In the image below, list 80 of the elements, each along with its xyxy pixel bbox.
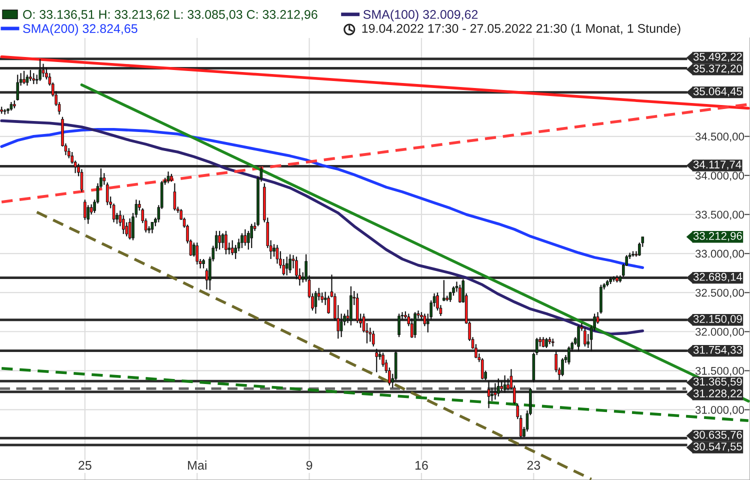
candlestick — [503, 374, 506, 394]
candlestick — [224, 230, 228, 255]
candlestick — [90, 204, 93, 216]
ref-line-label: 32.150,09 — [693, 315, 742, 324]
candlestick — [494, 382, 497, 400]
ref-line-label: 31.365,59 — [693, 378, 742, 387]
candlestick — [568, 346, 570, 365]
candlestick — [458, 284, 462, 304]
candlestick — [173, 182, 176, 212]
legend-label: O: 33.136,51 H: 33.213,62 L: 33.085,03 C: 33.212,96 — [23, 10, 318, 20]
candlestick — [340, 313, 343, 338]
candlestick — [230, 240, 234, 256]
y-tick-label: 34.000,00 — [695, 172, 744, 181]
candlestick — [240, 232, 244, 249]
candlestick — [327, 295, 330, 314]
x-tick-label: 25 — [78, 460, 92, 470]
y-tick-label: 32.500,00 — [695, 288, 744, 298]
y-tick-label: 34.500,00 — [695, 132, 744, 142]
candlestick — [272, 244, 276, 258]
candlestick — [202, 258, 205, 269]
ref-line-label: 35.492,22 — [693, 52, 742, 62]
y-tick-label: 31.000,00 — [695, 406, 744, 416]
candlestick — [490, 387, 494, 402]
candlestick — [285, 256, 288, 276]
candlestick — [276, 244, 279, 264]
candlestick — [128, 218, 132, 240]
candlestick — [288, 254, 292, 274]
candlestick — [221, 232, 224, 249]
candlestick — [84, 199, 86, 221]
ref-line-label: 31.754,33 — [693, 346, 742, 356]
candlestick — [26, 74, 29, 86]
candlestick — [500, 380, 504, 392]
ref-line-label: 31.228,22 — [693, 389, 742, 399]
candlestick — [545, 337, 548, 349]
candlestick — [487, 380, 490, 409]
candlestick — [38, 58, 42, 82]
y-tick-label: 33.000,00 — [695, 250, 744, 259]
candlestick — [320, 292, 324, 304]
ref-line-label: 30.635,76 — [693, 430, 742, 440]
x-tick-label: 23 — [527, 460, 540, 470]
y-tick-label: 31.500,00 — [695, 366, 744, 376]
text: 33.212,96 — [693, 232, 742, 242]
ref-line-label: 35.372,20 — [693, 64, 742, 74]
x-tick-label: 16 — [415, 460, 428, 470]
y-tick-label: 32.000,00 — [695, 328, 744, 338]
ref-line-label: 35.064,45 — [693, 87, 742, 97]
x-tick-label: Mai — [188, 460, 206, 470]
candlestick — [122, 214, 125, 235]
candlestick — [375, 348, 378, 373]
candlestick — [22, 70, 26, 85]
candlestick — [577, 324, 580, 352]
candlestick — [250, 223, 254, 249]
line-series — [0, 128, 644, 269]
y-tick-label: 33.500,00 — [695, 210, 744, 220]
candlestick — [314, 290, 318, 314]
x-tick-label: 9 — [306, 460, 312, 470]
legend-label: SMA(200) 32.824,65 — [23, 24, 138, 36]
candlestick — [29, 69, 32, 82]
candlestick — [218, 230, 221, 250]
ref-line-label: 32.689,14 — [693, 272, 742, 282]
candlestick — [584, 327, 586, 348]
candlestick — [356, 292, 359, 324]
candlestick — [42, 63, 45, 78]
candlestick — [244, 228, 247, 246]
candlestick — [16, 74, 20, 102]
candlestick — [414, 312, 416, 338]
chart-subtitle: 19.04.2022 17:30 - 27.05.2022 21:30 (1 Monat, 1 Stunde) — [362, 24, 680, 36]
candlestick — [398, 313, 400, 338]
ref-line-label: 30.547,55 — [693, 442, 742, 452]
candlestick — [372, 330, 375, 348]
candlestick — [442, 280, 446, 302]
candlestick — [561, 358, 564, 377]
legend-label: SMA(100) 32.009,62 — [363, 10, 478, 22]
line-series — [0, 119, 644, 336]
candlestick — [196, 242, 199, 266]
candlestick — [480, 358, 484, 380]
ref-line-label: 34.117,74 — [693, 160, 742, 170]
candlestick — [368, 327, 372, 342]
candlestick — [32, 72, 36, 85]
candlestick — [496, 378, 500, 397]
